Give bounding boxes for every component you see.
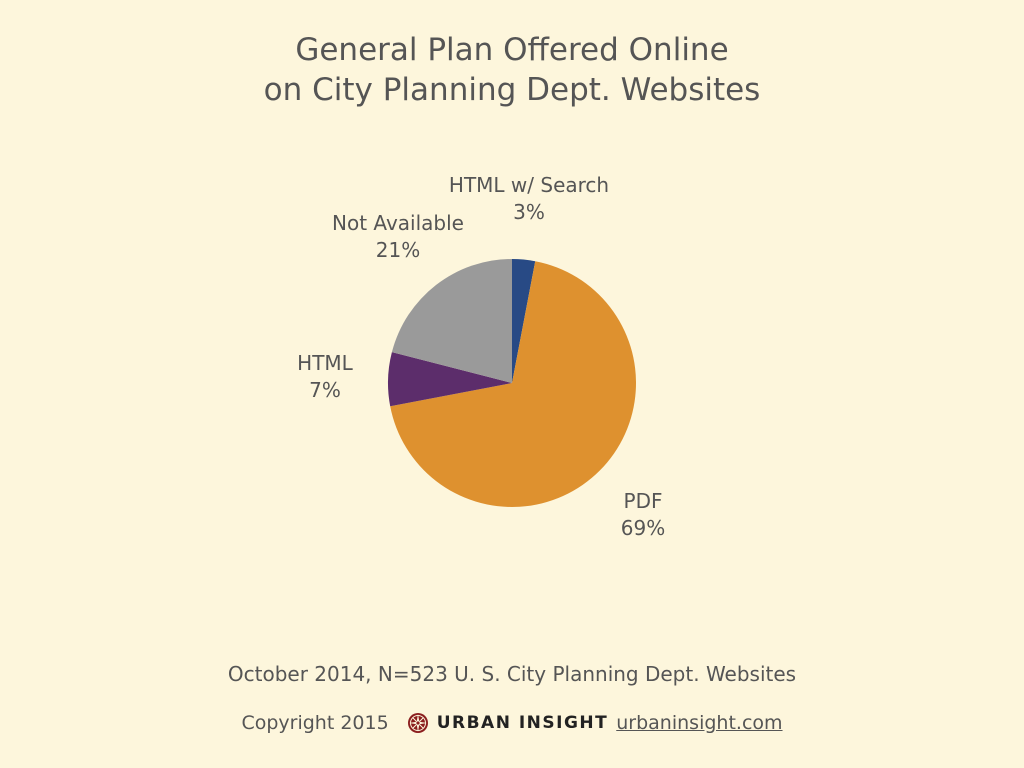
pie-slice-html-search xyxy=(512,259,536,383)
compass-rose-icon xyxy=(407,713,428,733)
pie-slice-not-available xyxy=(391,259,512,383)
copyright-text: Copyright 2015 xyxy=(241,712,389,734)
footer-row: Copyright 2015 URBAN INSIGHT urbaninsigh… xyxy=(0,712,1024,734)
slice-label-html-search: HTML w/ Search 3% xyxy=(449,172,609,226)
slice-label-pdf-name: PDF xyxy=(623,489,663,513)
slice-label-html: HTML 7% xyxy=(297,350,353,404)
slice-label-html-search-name: HTML w/ Search xyxy=(448,173,610,197)
pie-slice-pdf xyxy=(390,261,636,507)
pie-chart-svg xyxy=(388,259,636,507)
slice-label-pdf: PDF 69% xyxy=(621,488,665,542)
chart-title: General Plan Offered Online on City Plan… xyxy=(0,30,1024,110)
slice-label-html-search-value: 3% xyxy=(513,200,545,224)
slice-label-not-available-value: 21% xyxy=(375,238,421,262)
pie-slice-html xyxy=(388,352,512,407)
slice-label-html-name: HTML xyxy=(297,351,353,375)
slice-label-not-available: Not Available 21% xyxy=(332,210,464,264)
chart-title-line-1: General Plan Offered Online xyxy=(295,32,729,68)
brand-name: URBAN INSIGHT xyxy=(436,713,609,733)
footer-note: October 2014, N=523 U. S. City Planning … xyxy=(227,662,797,686)
brand-url-link[interactable]: urbaninsight.com xyxy=(616,712,783,734)
slice-label-not-available-name: Not Available xyxy=(332,211,464,235)
chart-title-line-2: on City Planning Dept. Websites xyxy=(263,72,761,108)
slice-label-html-value: 7% xyxy=(309,378,341,402)
slice-label-pdf-value: 69% xyxy=(620,516,666,540)
pie-chart: HTML w/ Search 3% PDF 69% HTML 7% Not Av… xyxy=(0,150,1024,570)
